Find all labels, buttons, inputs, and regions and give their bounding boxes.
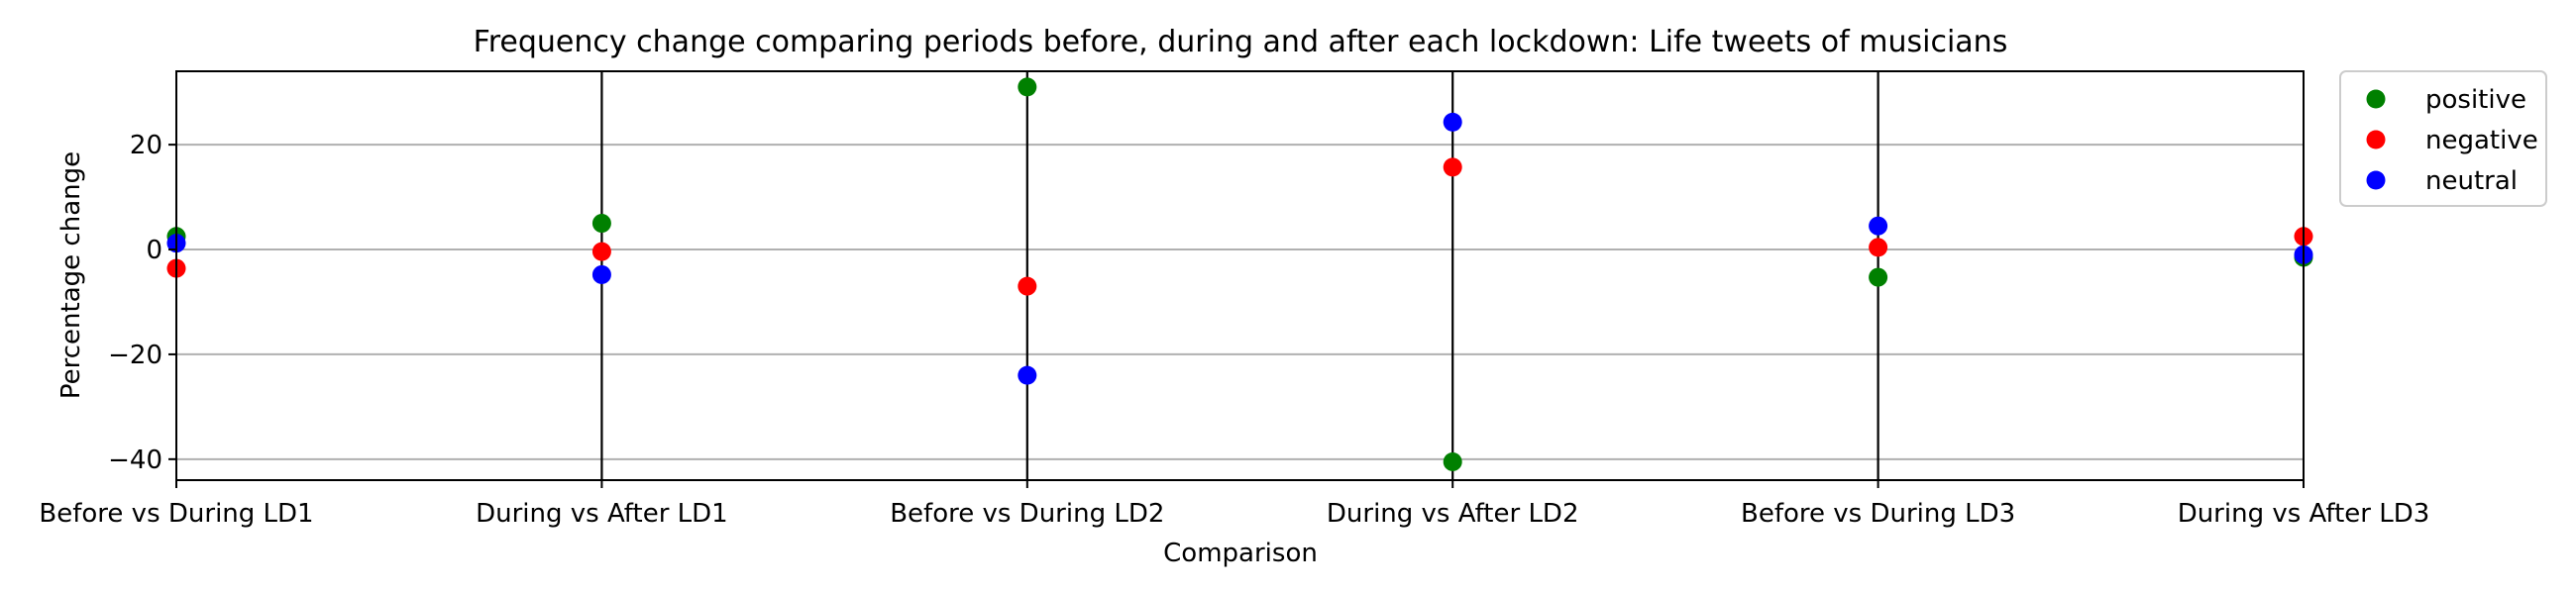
x-axis-label: Comparison xyxy=(1163,539,1318,568)
y-tick-label: 20 xyxy=(130,131,162,160)
y-axis-ticks: −40 −20 0 20 xyxy=(108,131,176,475)
point-negative xyxy=(1018,276,1037,296)
point-positive xyxy=(1443,451,1462,471)
x-tick-label: Before vs During LD2 xyxy=(890,499,1164,529)
legend-label-neutral: neutral xyxy=(2425,166,2518,196)
legend: positive negative neutral xyxy=(2339,70,2547,207)
legend-box xyxy=(2339,70,2547,207)
x-tick-label: During vs After LD3 xyxy=(2178,499,2430,529)
plot-frame xyxy=(175,70,2305,481)
point-neutral xyxy=(591,264,611,284)
point-neutral xyxy=(1018,365,1037,385)
legend-marker-negative xyxy=(2366,130,2386,149)
legend-marker-positive xyxy=(2366,89,2386,109)
y-axis-label: Percentage change xyxy=(56,151,86,399)
data-points xyxy=(166,77,2313,471)
point-negative xyxy=(1869,238,1888,257)
chart-title: Frequency change comparing periods befor… xyxy=(474,25,2008,59)
point-neutral xyxy=(1443,112,1462,132)
y-tick-label: 0 xyxy=(146,236,162,265)
x-tick-label: Before vs During LD1 xyxy=(39,499,313,529)
legend-marker-neutral xyxy=(2366,170,2386,190)
gridlines xyxy=(176,144,2304,460)
legend-label-negative: negative xyxy=(2425,126,2538,155)
x-tick-label: During vs After LD1 xyxy=(476,499,728,529)
x-tick-label: Before vs During LD3 xyxy=(1741,499,2015,529)
x-tick-label: During vs After LD2 xyxy=(1327,499,1579,529)
point-negative xyxy=(591,242,611,261)
point-positive xyxy=(591,214,611,234)
category-lines xyxy=(600,71,1879,480)
y-tick-label: −20 xyxy=(108,341,162,370)
y-tick-label: −40 xyxy=(108,446,162,475)
point-positive xyxy=(1869,267,1888,287)
point-negative xyxy=(1443,157,1462,177)
x-axis-ticks: Before vs During LD1 During vs After LD1 B… xyxy=(39,480,2429,529)
point-positive xyxy=(1018,77,1037,97)
point-neutral xyxy=(1869,216,1888,236)
legend-label-positive: positive xyxy=(2425,85,2526,115)
